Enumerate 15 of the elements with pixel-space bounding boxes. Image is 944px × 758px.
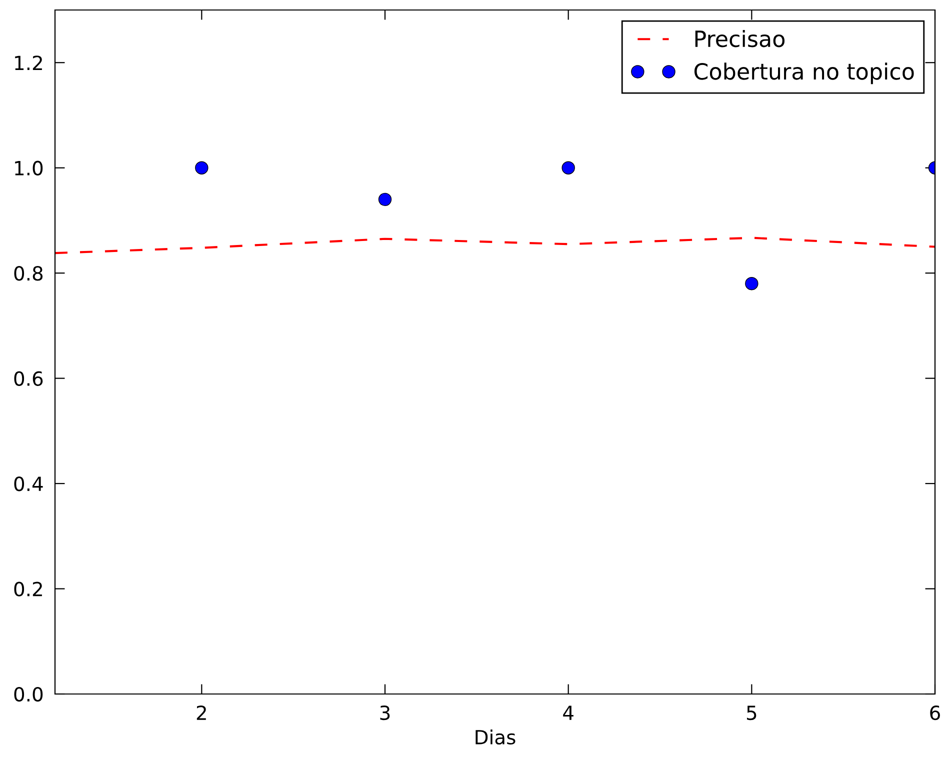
x-tick-label: 4 <box>563 706 574 720</box>
x-axis-title: Dias <box>476 729 516 745</box>
legend-label: Cobertura no topico <box>694 62 914 84</box>
y-tick-label: 0.6 <box>14 371 43 386</box>
x-tick-label: 2 <box>196 705 206 720</box>
x-tick-label: 6 <box>930 705 940 720</box>
legend-label: Precisao <box>695 30 784 48</box>
y-tick-label: 0.2 <box>14 582 42 596</box>
y-tick-label: 1.0 <box>15 160 43 176</box>
y-tick-label: 1.2 <box>15 56 42 70</box>
y-tick-label: 0.8 <box>14 266 43 281</box>
y-tick-label: 0.0 <box>14 686 43 702</box>
x-tick-label: 5 <box>746 706 756 720</box>
y-tick-label: 0.4 <box>14 476 43 492</box>
x-tick-label: 3 <box>380 705 390 720</box>
